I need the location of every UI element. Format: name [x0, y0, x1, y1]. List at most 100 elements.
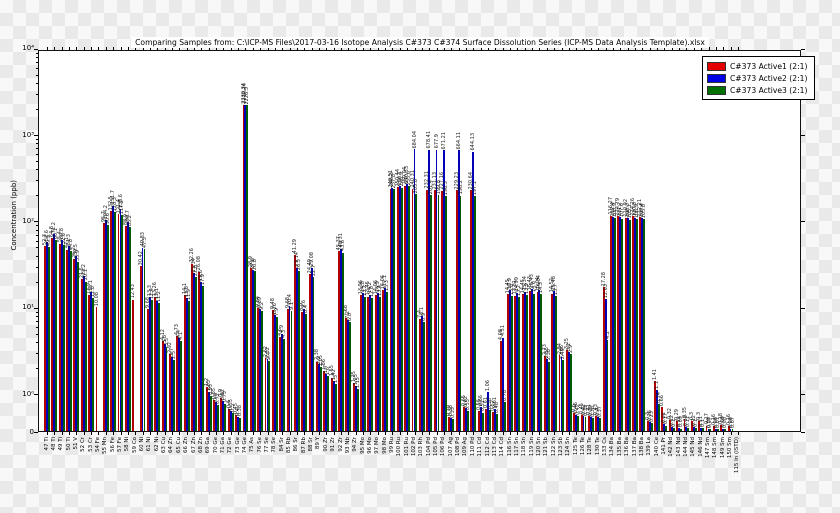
- bar: [442, 150, 445, 432]
- bar: [90, 292, 93, 432]
- x-tick-mark-top: [598, 47, 600, 50]
- bar: [716, 429, 719, 432]
- bar: [479, 406, 482, 432]
- x-tick-mark: [127, 432, 129, 435]
- x-tick-mark: [91, 432, 93, 435]
- x-tick-label: 52 Cr: [80, 437, 87, 452]
- y-tick-mark: [34, 432, 38, 433]
- x-tick-mark-top: [135, 47, 137, 50]
- bar: [288, 306, 291, 432]
- x-tick-mark-top: [282, 47, 284, 50]
- bar: [523, 291, 526, 432]
- x-tick-mark: [245, 432, 247, 435]
- bar: [92, 298, 94, 432]
- bar: [334, 384, 337, 432]
- x-tick-label: 91 Zr: [330, 437, 337, 452]
- x-tick-mark-top: [576, 47, 578, 50]
- bar: [654, 381, 657, 432]
- x-tick-mark-top: [83, 47, 85, 50]
- bar: [169, 353, 171, 432]
- x-tick-label: 115 In (ISTD): [734, 437, 741, 474]
- x-tick-mark-top: [230, 47, 232, 50]
- x-tick-mark: [135, 432, 137, 435]
- bar: [53, 234, 56, 432]
- bar: [668, 419, 671, 432]
- bar: [543, 356, 546, 432]
- bar: [709, 429, 712, 432]
- x-tick-mark: [142, 432, 144, 435]
- x-tick-label: 85 Rb: [286, 437, 293, 454]
- x-tick-label: 70 Ge: [212, 437, 219, 454]
- bar: [464, 408, 467, 432]
- bar: [487, 391, 489, 432]
- plot-frame: [38, 50, 801, 432]
- bar: [610, 215, 612, 432]
- bar: [433, 189, 436, 432]
- x-tick-mark-top: [296, 47, 298, 50]
- y-minor-tick-mark: [36, 321, 38, 323]
- legend-label: C#373 Active3 (2:1): [730, 85, 808, 95]
- x-tick-mark-top: [495, 47, 497, 50]
- x-tick-mark-top: [649, 47, 651, 50]
- y-minor-tick-mark: [36, 229, 38, 231]
- y-tick-mark: [34, 48, 38, 50]
- x-tick-label: 92 Zr: [337, 437, 344, 452]
- y-tick-label: 10²: [22, 216, 34, 225]
- y-minor-tick-mark: [36, 52, 38, 54]
- x-tick-mark: [274, 432, 276, 435]
- x-tick-mark: [664, 432, 666, 435]
- bar: [430, 195, 433, 432]
- y-axis-label: Concentration (ppb): [10, 180, 18, 251]
- bar: [310, 267, 313, 432]
- bar: [474, 195, 477, 432]
- bar: [341, 252, 344, 432]
- bar: [139, 266, 142, 432]
- title-row: Comparing Samples from: C:\ICP-MS Files\…: [0, 37, 840, 48]
- x-tick-mark: [260, 432, 262, 435]
- bar: [597, 416, 600, 432]
- bar: [466, 411, 469, 432]
- x-tick-mark-top: [127, 47, 129, 50]
- x-tick-mark-top: [554, 47, 556, 50]
- x-tick-mark: [701, 432, 703, 435]
- bar: [249, 267, 252, 432]
- y-tick-mark: [34, 135, 38, 137]
- bar: [82, 276, 85, 432]
- bar: [371, 298, 374, 432]
- x-tick-label: 93 Nb: [344, 437, 351, 454]
- bar: [692, 427, 695, 432]
- y-minor-tick-mark: [36, 180, 38, 182]
- x-tick-mark: [693, 432, 695, 435]
- x-tick-label: 72 Ge: [227, 437, 234, 454]
- x-tick-mark: [627, 432, 629, 435]
- bar: [55, 240, 58, 432]
- x-tick-label: 119 Sn: [528, 437, 535, 457]
- legend-swatch: [707, 61, 726, 71]
- bar: [158, 303, 161, 432]
- bar: [415, 194, 418, 432]
- bar: [77, 261, 80, 432]
- bar: [114, 212, 117, 432]
- x-tick-mark: [230, 432, 232, 435]
- x-tick-mark-top: [304, 47, 306, 50]
- legend-swatch: [707, 85, 726, 95]
- x-tick-label: 130 Te: [594, 437, 601, 456]
- bar: [356, 388, 359, 432]
- x-tick-mark-top: [318, 47, 320, 50]
- bar: [261, 310, 264, 432]
- bar: [354, 385, 357, 432]
- x-tick-mark-top: [414, 47, 416, 50]
- x-tick-mark: [318, 432, 320, 435]
- x-tick-mark-top: [201, 47, 203, 50]
- x-tick-mark-top: [679, 47, 681, 50]
- x-tick-mark-top: [341, 47, 342, 50]
- x-tick-mark: [421, 432, 423, 435]
- bar: [202, 285, 205, 432]
- x-tick-mark: [583, 432, 585, 435]
- x-tick-label: 56 Fe: [109, 437, 116, 452]
- bar: [47, 247, 50, 432]
- bar: [694, 428, 697, 432]
- x-tick-label: 97 Mo: [374, 437, 381, 454]
- bar: [106, 225, 109, 432]
